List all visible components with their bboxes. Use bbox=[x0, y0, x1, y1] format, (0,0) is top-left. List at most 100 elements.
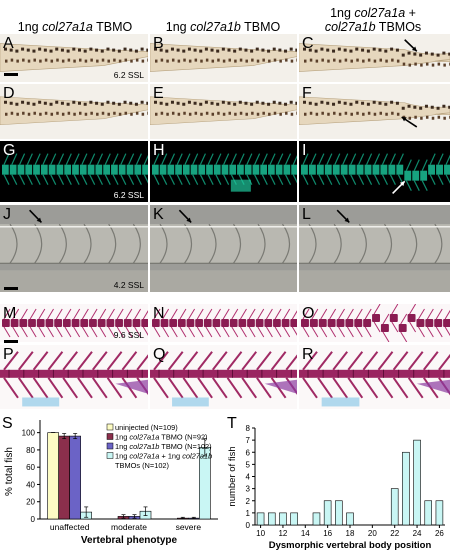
panel-label: J bbox=[3, 206, 11, 223]
image-panel-h: H bbox=[150, 141, 297, 202]
legend-swatch bbox=[106, 452, 114, 459]
bar bbox=[312, 512, 321, 526]
stage-label: 4.2 SSL bbox=[113, 280, 144, 290]
micrograph-p bbox=[0, 345, 148, 409]
scale-bar-j bbox=[4, 287, 18, 290]
bar bbox=[323, 500, 332, 526]
y-tick-label: 40 bbox=[26, 480, 35, 489]
micrograph-m bbox=[0, 304, 148, 342]
micrograph-k bbox=[150, 205, 297, 292]
image-panel-o: O bbox=[299, 304, 450, 342]
panel-label: N bbox=[153, 305, 165, 322]
legend-entry: 1ng col27a1a + 1ng col27a1b bbox=[115, 452, 212, 461]
image-panel-q: Q bbox=[150, 345, 297, 409]
bar bbox=[402, 451, 410, 526]
panel-label: E bbox=[153, 85, 164, 102]
micrograph-e bbox=[150, 84, 297, 139]
bar bbox=[267, 512, 276, 526]
column-header-2: 1ng col27a1b TBMO bbox=[165, 20, 281, 34]
panel-label: H bbox=[153, 142, 165, 159]
category-label: moderate bbox=[111, 522, 147, 532]
micrograph-i bbox=[299, 141, 450, 202]
bar bbox=[335, 500, 343, 526]
stage-label: 6.2 SSL bbox=[113, 190, 144, 200]
x-tick-label: 26 bbox=[435, 529, 444, 538]
bar bbox=[47, 432, 59, 520]
scale-bar-m bbox=[4, 340, 18, 343]
image-panel-k: K bbox=[150, 205, 297, 292]
x-tick-label: 16 bbox=[323, 529, 332, 538]
y-tick-label: 60 bbox=[26, 463, 35, 472]
panel-label: I bbox=[302, 142, 307, 159]
panel-label: D bbox=[3, 85, 15, 102]
stage-label: 9.6 SSL bbox=[113, 330, 144, 340]
image-panel-a: A 6.2 SSL bbox=[0, 34, 148, 82]
image-panel-j: J 4.2 SSL bbox=[0, 205, 148, 292]
panel-label: M bbox=[3, 305, 17, 322]
bar bbox=[435, 500, 444, 526]
legend-swatch bbox=[106, 423, 114, 431]
bar bbox=[346, 512, 354, 526]
image-panel-i: I bbox=[299, 141, 450, 202]
x-axis-label: Dysmorphic vertebral body position bbox=[269, 540, 432, 550]
panel-label: O bbox=[302, 305, 315, 322]
legend-entry: 1ng col27a1b TBMO (N=102) bbox=[115, 442, 212, 451]
image-panel-m: M 9.6 SSL bbox=[0, 304, 148, 342]
y-tick-label: 0 bbox=[31, 515, 36, 524]
column-header-3: 1ng col27a1a + col27a1b TBMOs bbox=[324, 6, 422, 34]
image-panel-c: C bbox=[299, 34, 450, 82]
bar bbox=[279, 512, 287, 526]
micrograph-l bbox=[299, 205, 450, 292]
image-panel-b: B bbox=[150, 34, 297, 82]
image-panel-g: G 6.2 SSL bbox=[0, 141, 148, 202]
y-tick-label: 2 bbox=[246, 497, 251, 506]
micrograph-r bbox=[299, 345, 450, 409]
legend-entry: 1ng col27a1a TBMO (N=92) bbox=[115, 433, 208, 442]
x-axis-label: Vertebral phenotype bbox=[81, 535, 178, 546]
panel-label: A bbox=[3, 35, 14, 52]
panel-label: C bbox=[302, 35, 314, 52]
y-tick-label: 7 bbox=[246, 436, 251, 445]
x-tick-label: 14 bbox=[301, 529, 310, 538]
panel-label: P bbox=[3, 346, 14, 363]
y-axis-label: % total fish bbox=[4, 447, 15, 496]
bar bbox=[290, 512, 298, 526]
category-label: severe bbox=[176, 522, 202, 532]
legend-entry-continued: TBMOs (N=102) bbox=[115, 461, 169, 470]
x-tick-label: 20 bbox=[368, 529, 377, 538]
y-tick-label: 80 bbox=[26, 446, 35, 455]
micrograph-f bbox=[299, 84, 450, 139]
micrograph-n bbox=[150, 304, 297, 342]
y-tick-label: 3 bbox=[246, 485, 251, 494]
bar bbox=[424, 500, 432, 526]
micrograph-a bbox=[0, 34, 148, 82]
x-tick-label: 10 bbox=[256, 529, 265, 538]
legend-swatch bbox=[106, 433, 114, 440]
stage-label: 6.2 SSL bbox=[113, 70, 144, 80]
micrograph-j bbox=[0, 205, 148, 292]
y-tick-label: 6 bbox=[246, 448, 251, 457]
scale-bar-a bbox=[4, 73, 18, 76]
legend-swatch bbox=[106, 442, 114, 450]
panel-label: G bbox=[3, 142, 16, 159]
panel-label: F bbox=[302, 85, 312, 102]
image-panel-f: F bbox=[299, 84, 450, 139]
column-header-1: 1ng col27a1a TBMO bbox=[17, 20, 133, 34]
bar bbox=[390, 488, 399, 526]
x-tick-label: 24 bbox=[413, 529, 422, 538]
x-tick-label: 22 bbox=[390, 529, 399, 538]
image-panel-r: R bbox=[299, 345, 450, 409]
micrograph-o bbox=[299, 304, 450, 342]
image-panel-e: E bbox=[150, 84, 297, 139]
image-panel-p: P bbox=[0, 345, 148, 409]
micrograph-h bbox=[150, 141, 297, 202]
micrograph-b bbox=[150, 34, 297, 82]
y-tick-label: 100 bbox=[22, 429, 36, 438]
panel-label: R bbox=[302, 346, 314, 363]
panel-label: T bbox=[227, 415, 237, 432]
y-tick-label: 20 bbox=[26, 498, 35, 507]
image-panel-n: N bbox=[150, 304, 297, 342]
x-tick-label: 12 bbox=[278, 529, 287, 538]
panel-label: S bbox=[2, 415, 13, 432]
